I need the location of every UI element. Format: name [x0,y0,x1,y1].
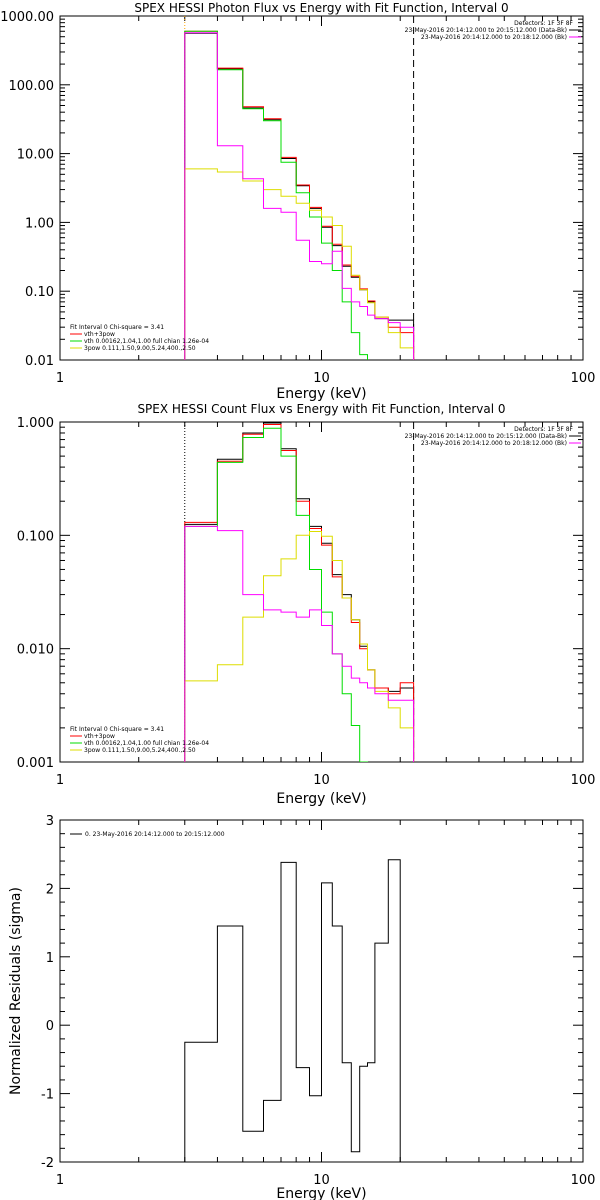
y-tick-label: 0.100 [17,529,54,544]
x-tick-label: 10 [313,371,330,386]
y-tick-label: 1000.00 [0,10,54,25]
y-tick-label: 1.00 [25,216,54,231]
y-axis-label: Normalized Residuals (sigma) [8,887,24,1095]
y-tick-label: 3 [46,814,54,829]
legend-left: Fit Interval 0 Chi-square = 3.41vth+3pow… [70,726,209,754]
series-line-vth-3pow [184,30,415,360]
legend-entry-label: vth+3pow [84,733,115,740]
legend-entry-label: vth 0.00162,1.04,1.00 full chian 1.26e-0… [84,338,209,345]
x-axis-label: Energy (keV) [276,386,366,402]
legend-top: 0. 23-May-2016 20:14:12.000 to 20:15:12.… [70,831,225,838]
x-tick-label: 10 [313,773,330,788]
chart-title: SPEX HESSI Photon Flux vs Energy with Fi… [134,1,508,15]
y-tick-label: 0.010 [17,643,54,658]
y-tick-label: 1 [46,951,54,966]
legend-entry-label: 3pow 0.111,1.50,9.00,5.24,400.,2.50 [84,345,196,352]
panel-1: 1 10 100 0.01 0.10 1.00 10.00 100.00 1000.00 SPEX… [0,1,596,402]
series-line-data [184,859,401,1162]
legend-left: Fit Interval 0 Chi-square = 3.41vth+3pow… [70,324,209,352]
legend-entry-label: 23-May-2016 20:14:12.000 to 20:15:12.000… [405,433,567,440]
legend-entry-label: 23-May-2016 20:14:12.000 to 20:15:12.000… [405,27,567,34]
legend-entry-label: vth 0.00162,1.04,1.00 full chian 1.26e-0… [84,740,209,747]
series-line-data [184,422,415,762]
y-tick-label: 0.10 [25,285,54,300]
legend-header: Fit Interval 0 Chi-square = 3.41 [70,726,164,733]
y-tick-label: -2 [41,1156,54,1171]
legend-header: Detectors: 1F 3F 8F [514,20,573,27]
legend-entry-label: 23-May-2016 20:14:12.000 to 20:18:12.000… [421,34,567,41]
legend-entry-label: 0. 23-May-2016 20:14:12.000 to 20:15:12.… [85,831,225,838]
legend-header: Detectors: 1F 3F 8F [514,426,573,433]
panel-2: 1 10 100 0.001 0.010 0.100 1.000 SPEX HESSI Cou… [17,402,596,807]
series-group [184,422,415,762]
x-tick-label: 1 [56,371,64,386]
chart-title: SPEX HESSI Count Flux vs Energy with Fit… [137,402,505,416]
series-group [184,30,415,360]
legend-entry-label: vth+3pow [84,331,115,338]
series-line-vth-3pow [184,424,415,762]
x-axis-label: Energy (keV) [276,791,366,807]
x-tick-label: 100 [571,773,596,788]
series-group [184,859,401,1162]
x-tick-label: 100 [571,371,596,386]
x-tick-label: 100 [571,1173,596,1188]
x-tick-label: 1 [56,773,64,788]
series-line-bkg [184,525,415,762]
legend-entry-label: 23-May-2016 20:14:12.000 to 20:18:12.000… [421,440,567,447]
y-tick-label: 10.00 [17,148,54,163]
series-line-bkg [184,32,415,360]
legend-entry-label: 3pow 0.111,1.50,9.00,5.24,400.,2.50 [84,747,196,754]
y-tick-label: 0 [46,1019,54,1034]
y-tick-label: 1.000 [17,416,54,431]
x-axis-label: Energy (keV) [276,1186,366,1200]
plot-frame [59,15,584,361]
y-tick-label: 2 [46,882,54,897]
series-line-data [184,32,415,360]
x-tick-label: 1 [56,1173,64,1188]
legend-header: Fit Interval 0 Chi-square = 3.41 [70,324,164,331]
y-tick-label: 100.00 [9,79,55,94]
y-tick-label: -1 [41,1088,54,1103]
y-tick-label: 0.001 [17,756,54,771]
y-tick-label: 0.01 [25,354,54,369]
panel-3: 1 10 100 -2 -1 0 1 2 3 Energy (keV) Normalized Res… [8,814,595,1200]
series-line-3pow [184,168,415,360]
series-line-3pow [184,531,415,762]
x-tick-label: 10 [313,1173,330,1188]
